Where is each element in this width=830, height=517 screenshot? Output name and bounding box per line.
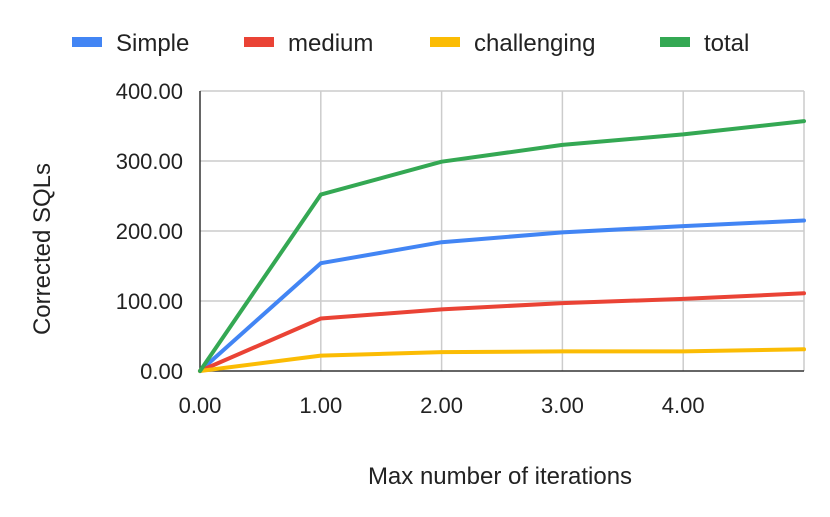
x-tick-label: 1.00 bbox=[299, 393, 342, 418]
x-axis-title: Max number of iterations bbox=[368, 463, 632, 490]
y-tick-label: 0.00 bbox=[140, 359, 183, 384]
axes bbox=[199, 91, 804, 372]
legend-label-challenging: challenging bbox=[474, 30, 595, 57]
series-line-medium bbox=[198, 291, 806, 373]
x-tick-label: 0.00 bbox=[179, 393, 222, 418]
x-tick-label: 4.00 bbox=[662, 393, 705, 418]
y-tick-label: 400.00 bbox=[116, 79, 183, 104]
legend-swatch-challenging bbox=[430, 37, 460, 47]
series-lines bbox=[198, 119, 806, 373]
legend-swatch-simple bbox=[72, 37, 102, 47]
legend-label-total: total bbox=[704, 30, 749, 57]
y-axis-title: Corrected SQLs bbox=[29, 163, 56, 335]
legend: Simple medium challenging total bbox=[72, 30, 749, 57]
x-tick-labels: 0.00 1.00 2.00 3.00 4.00 bbox=[179, 393, 705, 418]
legend-swatch-medium bbox=[244, 37, 274, 47]
y-tick-label: 100.00 bbox=[116, 289, 183, 314]
series-line-total bbox=[198, 119, 806, 373]
series-line-challenging bbox=[198, 347, 806, 373]
x-tick-label: 3.00 bbox=[541, 393, 584, 418]
series-line-simple bbox=[198, 218, 806, 373]
legend-label-medium: medium bbox=[288, 30, 373, 57]
y-tick-label: 300.00 bbox=[116, 149, 183, 174]
legend-label-simple: Simple bbox=[116, 30, 189, 57]
legend-swatch-total bbox=[660, 37, 690, 47]
y-tick-label: 200.00 bbox=[116, 219, 183, 244]
y-tick-labels: 0.00 100.00 200.00 300.00 400.00 bbox=[116, 79, 183, 384]
gridlines bbox=[200, 90, 805, 371]
x-tick-label: 2.00 bbox=[420, 393, 463, 418]
